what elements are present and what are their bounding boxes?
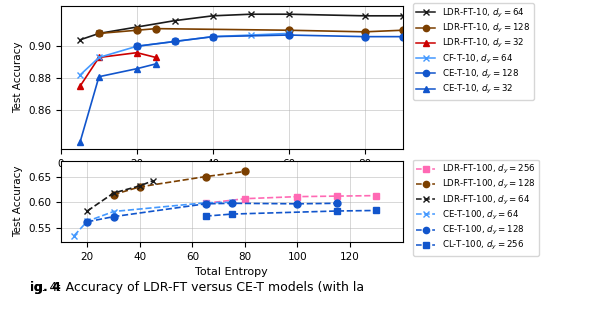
Text: ig. 4: Accuracy of LDR-FT versus CE-T models (with la: ig. 4: Accuracy of LDR-FT versus CE-T mo… — [30, 281, 365, 294]
Y-axis label: Test Accuracy: Test Accuracy — [13, 42, 23, 113]
Text: ig. 4: ig. 4 — [30, 281, 62, 294]
Y-axis label: Test Accuracy: Test Accuracy — [13, 166, 23, 237]
Legend: LDR-FT-100, $d_y = 256$, LDR-FT-100, $d_y = 128$, LDR-FT-100, $d_y = 64$, CE-T-1: LDR-FT-100, $d_y = 256$, LDR-FT-100, $d_… — [413, 160, 539, 256]
Legend: LDR-FT-10, $d_y = 64$, LDR-FT-10, $d_y = 128$, LDR-FT-10, $d_y = 32$, CF-T-10, $: LDR-FT-10, $d_y = 64$, LDR-FT-10, $d_y =… — [413, 3, 534, 100]
X-axis label: Total Entropy: Total Entropy — [195, 267, 268, 277]
